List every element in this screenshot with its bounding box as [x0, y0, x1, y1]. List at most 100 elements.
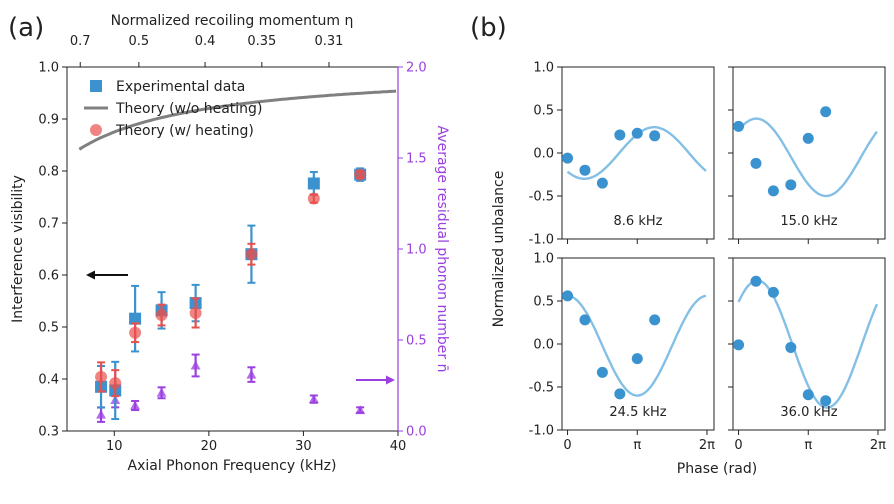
unbalance-axis-title: Normalized unbalance [491, 171, 507, 328]
visibility-chart: Normalized recoiling momentum η Axial Ph… [10, 13, 450, 474]
legend: Experimental data Theory (w/o heating) The… [84, 79, 262, 139]
phase-y-tick-label: -1.0 [529, 424, 554, 439]
phase-y-tick-label: -0.5 [529, 381, 554, 396]
y-tick-label: 0.9 [38, 113, 59, 128]
phonon-number-point [190, 360, 201, 370]
phase-scan-grid: Phase (rad) Normalized unbalance -1.0 -0.… [491, 61, 886, 478]
phase-point [750, 275, 762, 287]
legend-label-heating: Theory (w/ heating) [115, 123, 254, 139]
panel-label-b: (b) [470, 13, 507, 43]
top-tick-label: 0.35 [247, 34, 276, 49]
heating-theory-point [189, 306, 202, 319]
y-tick-label: 0.5 [38, 321, 59, 336]
legend-marker-heating [90, 124, 102, 136]
y-tick-label: 0.8 [38, 165, 59, 180]
phase-point [802, 389, 814, 401]
y2-tick-label: 0.5 [406, 334, 427, 349]
phonon-number-point [308, 394, 319, 404]
top-axis-title: Normalized recoiling momentum η [111, 13, 354, 29]
left-axis-arrowhead [86, 270, 95, 280]
phonon-number-point [246, 369, 257, 379]
legend-label-theory-no-heating: Theory (w/o heating) [115, 101, 262, 117]
phase-y-tick-label: 1.0 [533, 252, 554, 267]
phase-point [820, 106, 832, 118]
phase-panel: -1.0 -0.5 0.0 0.5 1.0 8.6 kHz [529, 61, 715, 248]
phase-panel: -1.0 -0.5 0.0 0.5 1.0 0 π 2π 24.5 kHz [529, 252, 716, 454]
phase-panels: -1.0 -0.5 0.0 0.5 1.0 8.6 kHz 15.0 kHz -1.0 -0.5… [529, 61, 887, 454]
phase-x-tick-label: π [633, 438, 641, 453]
x-tick-label: 20 [201, 439, 218, 454]
phase-point [750, 157, 762, 169]
y2-tick-label: 1.5 [406, 152, 427, 167]
heating-theory-point [95, 370, 108, 383]
phase-point [562, 290, 574, 302]
phase-x-tick-label: 2π [870, 438, 886, 453]
phase-x-tick-label: 0 [734, 438, 742, 453]
phase-point [596, 366, 608, 378]
y-tick-label: 1.0 [38, 61, 59, 76]
phase-point [649, 314, 661, 326]
top-tick-label: 0.31 [314, 34, 343, 49]
phase-panel-label: 36.0 kHz [780, 405, 837, 420]
phase-point [785, 179, 797, 191]
phase-fit-curve [567, 294, 707, 397]
phase-y-tick-label: 0.0 [533, 338, 554, 353]
phase-panel-label: 8.6 kHz [614, 214, 663, 229]
phase-x-tick-label: π [804, 438, 812, 453]
theory-no-heating-curve [78, 89, 397, 151]
phase-point [579, 164, 591, 176]
phase-point [785, 341, 797, 353]
heating-theory-point [354, 168, 367, 181]
bottom-axis-title: Axial Phonon Frequency (kHz) [128, 458, 337, 474]
y2-tick-label: 0.0 [406, 425, 427, 440]
phase-point [614, 388, 626, 400]
top-tick-label: 0.5 [129, 34, 150, 49]
legend-label-experimental: Experimental data [116, 79, 245, 95]
phase-y-tick-label: 0.5 [533, 295, 554, 310]
visibility-data [78, 89, 397, 423]
phonon-number-point [355, 405, 366, 415]
right-axis-title: Average residual phonon number n̄ [434, 126, 450, 373]
right-axis-arrowhead [386, 375, 395, 385]
phonon-number-point [156, 387, 167, 397]
phase-panel-label: 24.5 kHz [609, 405, 666, 420]
phase-point [614, 129, 626, 141]
phase-x-tick-label: 2π [699, 438, 715, 453]
phase-y-tick-label: 0.0 [533, 147, 554, 162]
phase-fit-curve [737, 117, 878, 198]
visibility-plot-frame [66, 66, 399, 432]
phonon-number-point [130, 400, 141, 410]
phase-y-tick-label: -1.0 [529, 233, 554, 248]
experimental-point [129, 312, 142, 325]
y2-tick-label: 1.0 [406, 243, 427, 258]
top-tick-label: 0.4 [195, 34, 216, 49]
phase-point [631, 127, 643, 139]
phase-x-tick-label: 0 [563, 438, 571, 453]
phase-y-tick-label: -0.5 [529, 190, 554, 205]
phase-panel-label: 15.0 kHz [780, 214, 837, 229]
heating-theory-point [155, 309, 168, 322]
phase-point [820, 395, 832, 407]
y2-tick-label: 2.0 [406, 61, 427, 76]
heating-theory-point [307, 192, 320, 205]
phase-point [733, 120, 745, 132]
phonon-number-point [96, 409, 107, 419]
phase-y-tick-label: 0.5 [533, 104, 554, 119]
phase-axis-title: Phase (rad) [677, 461, 757, 477]
y-tick-label: 0.6 [38, 269, 59, 284]
heating-theory-point [129, 326, 142, 339]
phase-point [767, 286, 779, 298]
phase-panel: 15.0 kHz [728, 66, 886, 244]
heating-theory-point [245, 248, 258, 261]
x-tick-label: 10 [106, 439, 123, 454]
legend-marker-experimental [90, 80, 102, 92]
y-tick-label: 0.7 [38, 217, 59, 232]
phase-point [562, 152, 574, 164]
phase-point [649, 130, 661, 142]
phase-point [579, 314, 591, 326]
visibility-axes: 10 20 30 40 0.3 0.4 0.5 0.6 0.7 0.8 0.9 1.0 0.0 0.5 1.… [38, 34, 426, 454]
left-axis-title: Interference visibility [10, 175, 26, 323]
phase-point [802, 132, 814, 144]
panel-label-a: (a) [8, 13, 44, 43]
